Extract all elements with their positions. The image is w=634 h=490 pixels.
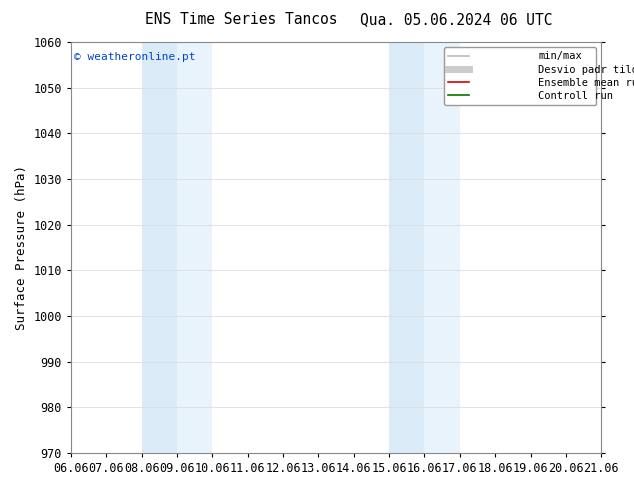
Bar (177, 42, 212, 453)
Bar (142, 42, 177, 453)
Y-axis label: Surface Pressure (hPa): Surface Pressure (hPa) (15, 165, 28, 330)
Legend: min/max, Desvio padr tilde;o, Ensemble mean run, Controll run: min/max, Desvio padr tilde;o, Ensemble m… (444, 47, 596, 105)
Bar (425, 42, 460, 453)
Text: Qua. 05.06.2024 06 UTC: Qua. 05.06.2024 06 UTC (360, 12, 553, 27)
Text: ENS Time Series Tancos: ENS Time Series Tancos (145, 12, 337, 27)
Text: © weatheronline.pt: © weatheronline.pt (74, 52, 195, 62)
Bar (389, 42, 425, 453)
